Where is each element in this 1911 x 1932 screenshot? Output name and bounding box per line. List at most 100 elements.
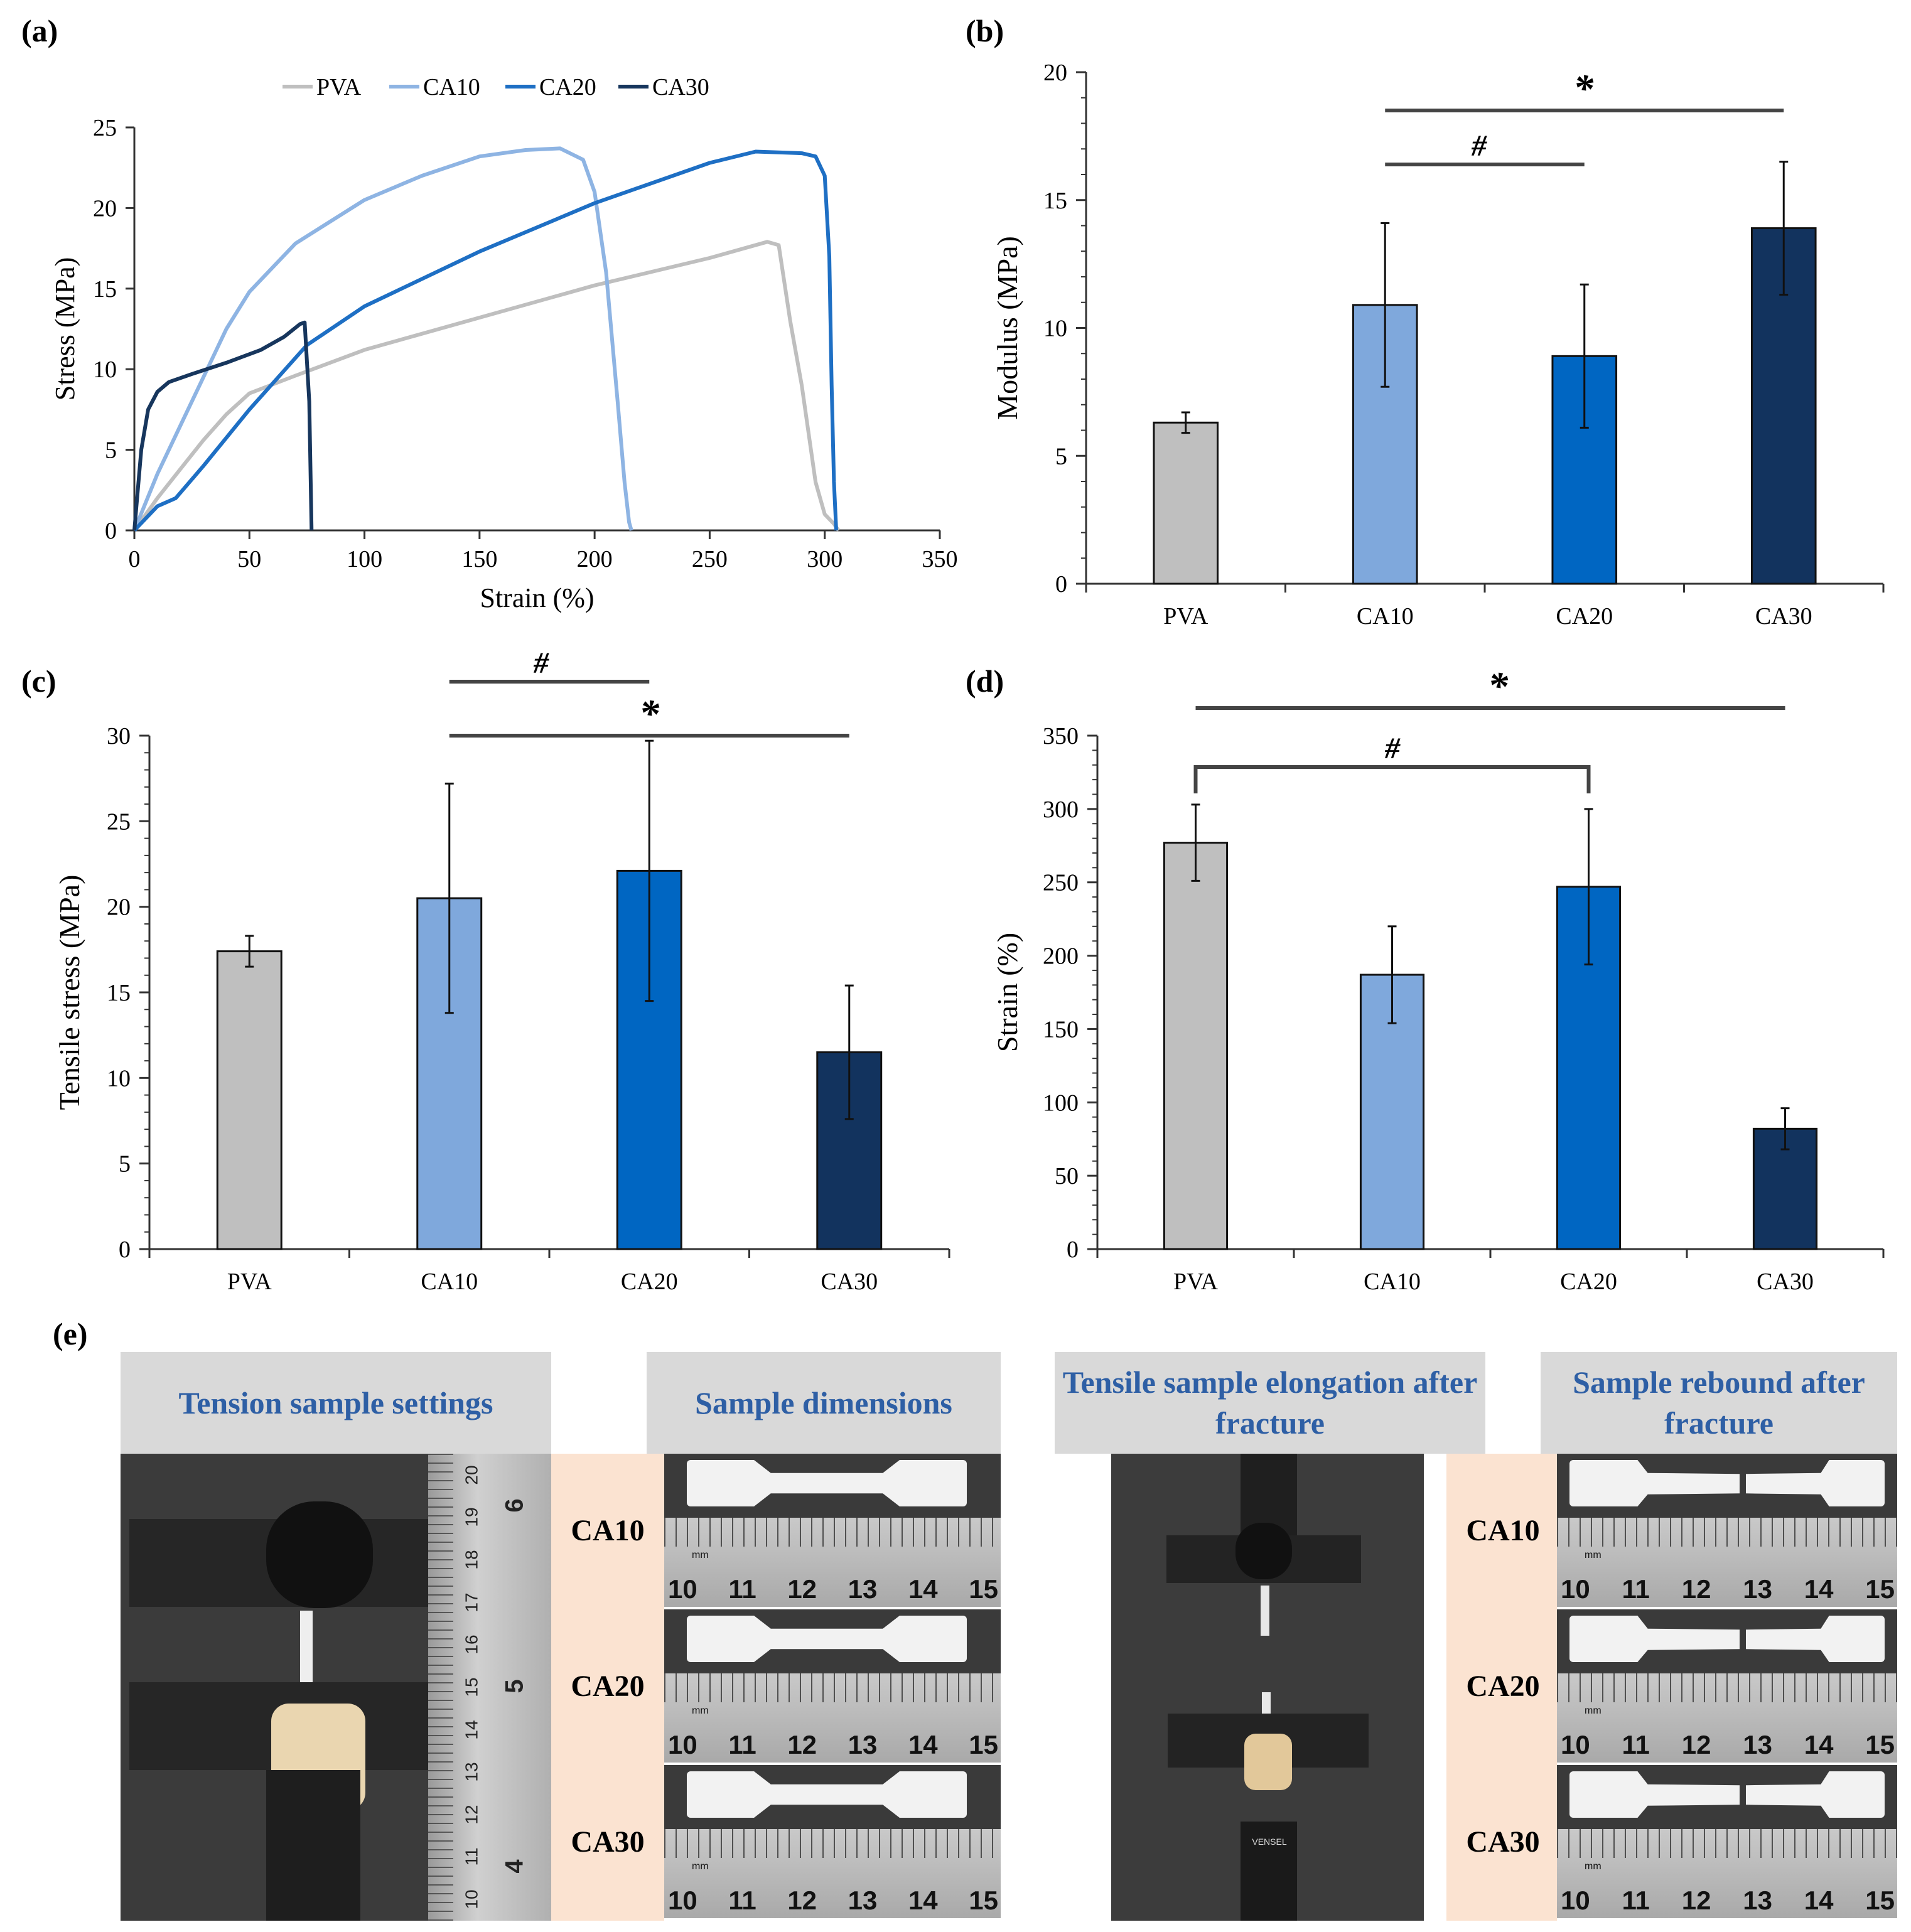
c-x-tick-label-ca20: CA20	[621, 1269, 678, 1295]
vertical-ruler-inch-numbers: 6 5 4	[496, 1491, 534, 1881]
header-rebound: Sample rebound after fracture	[1541, 1352, 1897, 1454]
photo-tension-settings: 20 19 18 17 16 15 14 13 12 11 10 6 5 4	[121, 1454, 551, 1921]
b-significance-hash: #	[1471, 129, 1487, 163]
dimension-label-ca30: CA30	[571, 1825, 645, 1859]
sensor-label: VENSEL	[1252, 1837, 1287, 1847]
a-x-tick-label: 50	[237, 546, 261, 572]
d-y-tick-label: 50	[1055, 1163, 1079, 1189]
ruler: mm 10 11 12 13 14 15	[664, 1673, 1001, 1763]
ruler: mm 10 11 12 13 14 15	[1557, 1829, 1897, 1918]
ruler-numbers: 10 11 12 13 14 15	[1561, 1886, 1895, 1916]
a-series-line-ca20	[132, 149, 838, 532]
ruler-number: 13	[848, 1886, 878, 1915]
c-y-tick-label: 0	[119, 1237, 131, 1263]
d-significance-hash: #	[1384, 732, 1401, 765]
ruler-number: 14	[1804, 1886, 1834, 1915]
ruler-numbers: 10 11 12 13 14 15	[1561, 1574, 1895, 1604]
b-x-tick-label-ca10: CA10	[1357, 603, 1414, 630]
a-x-tick-label: 350	[922, 546, 958, 572]
ruler-number: 13	[848, 1730, 878, 1759]
b-y-tick-label: 5	[1055, 443, 1067, 470]
a-x-tick-label: 0	[129, 546, 141, 572]
c-y-tick-label: 25	[107, 808, 131, 835]
dimension-photo-ca30: mm 10 11 12 13 14 15	[664, 1765, 1001, 1918]
vertical-ruler-number: 16	[462, 1634, 482, 1655]
d-bar-pva	[1163, 842, 1229, 1250]
rebound-label-ca20: CA20	[1466, 1669, 1540, 1703]
ruler: mm 10 11 12 13 14 15	[1557, 1518, 1897, 1607]
a-legend-label-ca20: CA20	[539, 74, 596, 100]
rebound-photo-ca10: mm 10 11 12 13 14 15	[1557, 1454, 1897, 1607]
ruler-number: 11	[1622, 1886, 1650, 1915]
vertical-ruler-inch-number: 6	[500, 1498, 529, 1513]
c-y-tick-label: 20	[107, 894, 131, 921]
panel-label-d: (d)	[966, 663, 1004, 699]
ruler-number: 10	[668, 1730, 697, 1759]
ruler-number: 11	[728, 1886, 756, 1915]
ruler-numbers: 10 11 12 13 14 15	[1561, 1730, 1895, 1760]
a-series-line-ca30	[132, 320, 314, 531]
a-y-tick-label: 15	[93, 276, 117, 303]
ruler-numbers: 10 11 12 13 14 15	[668, 1886, 998, 1916]
ruler-unit: mm	[1585, 1861, 1601, 1872]
d-significance-asterisk: *	[1488, 663, 1509, 708]
load-cell	[1241, 1822, 1297, 1921]
c-significance-hash: #	[533, 647, 549, 680]
vertical-ruler-number: 12	[462, 1805, 482, 1825]
a-y-tick-label: 20	[93, 195, 117, 222]
vertical-ruler-numbers: 20 19 18 17 16 15 14 13 12 11 10	[453, 1454, 491, 1921]
d-x-tick-label-pva: PVA	[1173, 1269, 1219, 1295]
ruler-number: 15	[1865, 1730, 1895, 1759]
b-x-tick-label-ca30: CA30	[1755, 603, 1812, 630]
ruler-unit: mm	[692, 1861, 709, 1872]
rebound-label-ca10: CA10	[1466, 1513, 1540, 1547]
sample-strip	[300, 1611, 313, 1685]
b-y-tick-label: 10	[1043, 316, 1067, 342]
a-x-tick-label: 300	[807, 546, 842, 572]
a-x-tick-label: 100	[347, 546, 382, 572]
ruler-number: 13	[1743, 1730, 1772, 1759]
vertical-ruler-number: 13	[462, 1762, 482, 1782]
a-legend-label-ca10: CA10	[423, 74, 480, 100]
ruler-number: 13	[1743, 1574, 1772, 1604]
rebound-photo-ca30: mm 10 11 12 13 14 15	[1557, 1765, 1897, 1918]
ruler: mm 10 11 12 13 14 15	[664, 1829, 1001, 1918]
ruler-numbers: 10 11 12 13 14 15	[668, 1574, 998, 1604]
ruler-number: 11	[728, 1574, 756, 1604]
vertical-ruler-number: 15	[462, 1677, 482, 1697]
vertical-ruler-number: 19	[462, 1507, 482, 1528]
photo-elongation: VENSEL	[1111, 1454, 1424, 1921]
b-y-tick-label: 0	[1055, 571, 1067, 598]
d-y-tick-label: 100	[1043, 1090, 1079, 1116]
a-y-tick-label: 25	[93, 115, 117, 141]
dimension-label-ca10: CA10	[571, 1513, 645, 1547]
header-tension-settings: Tension sample settings	[121, 1352, 551, 1454]
vertical-ruler-inch-number: 5	[500, 1678, 529, 1693]
panel-label-e: (e)	[53, 1316, 88, 1351]
putty-knob	[1244, 1734, 1292, 1790]
ruler-unit: mm	[692, 1705, 709, 1717]
a-x-tick-label: 200	[577, 546, 613, 572]
bottom-stand	[266, 1770, 360, 1921]
dimension-photo-ca10: mm 10 11 12 13 14 15	[664, 1454, 1001, 1607]
ruler-number: 10	[668, 1574, 697, 1604]
ruler-number: 13	[1743, 1886, 1772, 1915]
ruler: mm 10 11 12 13 14 15	[664, 1518, 1001, 1607]
ruler-number: 15	[969, 1574, 998, 1604]
knob-icon	[266, 1501, 373, 1608]
b-x-tick-label-pva: PVA	[1163, 603, 1209, 630]
ruler-number: 14	[908, 1730, 938, 1759]
panel-label-b: (b)	[966, 13, 1004, 48]
ruler-number: 15	[969, 1730, 998, 1759]
ruler-unit: mm	[1585, 1705, 1601, 1717]
peach-column-dimensions	[551, 1454, 664, 1921]
panel-label-a: (a)	[21, 13, 58, 48]
a-y-tick-label: 5	[105, 437, 117, 464]
vertical-ruler-inch-number: 4	[500, 1859, 529, 1874]
dimension-photo-ca20: mm 10 11 12 13 14 15	[664, 1609, 1001, 1763]
b-y-tick-label: 20	[1043, 60, 1067, 86]
ruler-number: 14	[908, 1886, 938, 1915]
ruler-numbers: 10 11 12 13 14 15	[668, 1730, 998, 1760]
d-y-tick-label: 200	[1043, 943, 1079, 970]
